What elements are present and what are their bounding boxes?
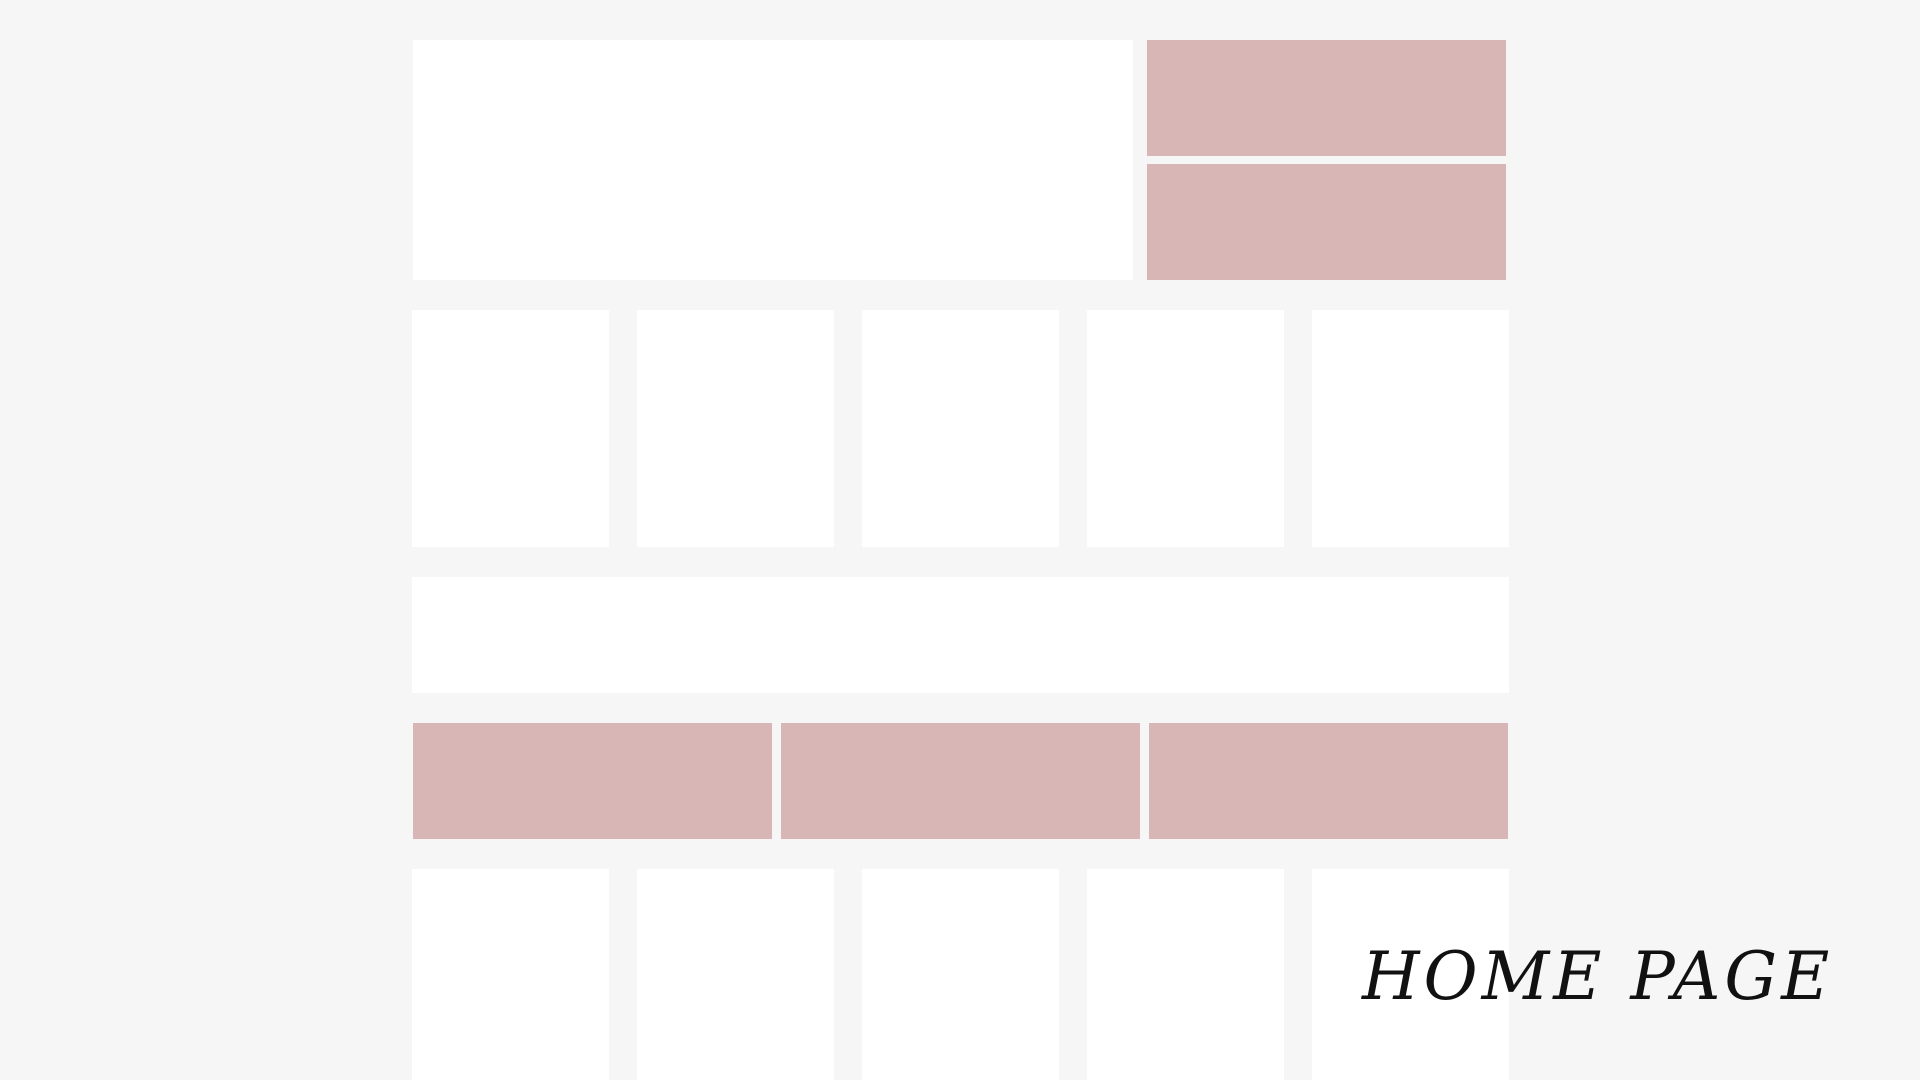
pink-panel-3 [1149,723,1508,839]
pink-panel-2 [781,723,1140,839]
tile-row2-2 [637,869,834,1080]
tile-row1-3 [862,310,1059,547]
hero-main-placeholder [413,40,1133,280]
tile-row2-1 [412,869,609,1080]
tile-row1-2 [637,310,834,547]
tile-row2-5 [1312,869,1509,1080]
tile-row1-1 [412,310,609,547]
pink-panel-1 [413,723,772,839]
banner-placeholder [412,577,1509,693]
page-title: HOME PAGE [1362,938,1834,1015]
tile-row1-5 [1312,310,1509,547]
hero-side-placeholder-bottom [1147,164,1506,280]
tile-row2-4 [1087,869,1284,1080]
tile-row2-3 [862,869,1059,1080]
tile-row1-4 [1087,310,1284,547]
hero-side-placeholder-top [1147,40,1506,156]
